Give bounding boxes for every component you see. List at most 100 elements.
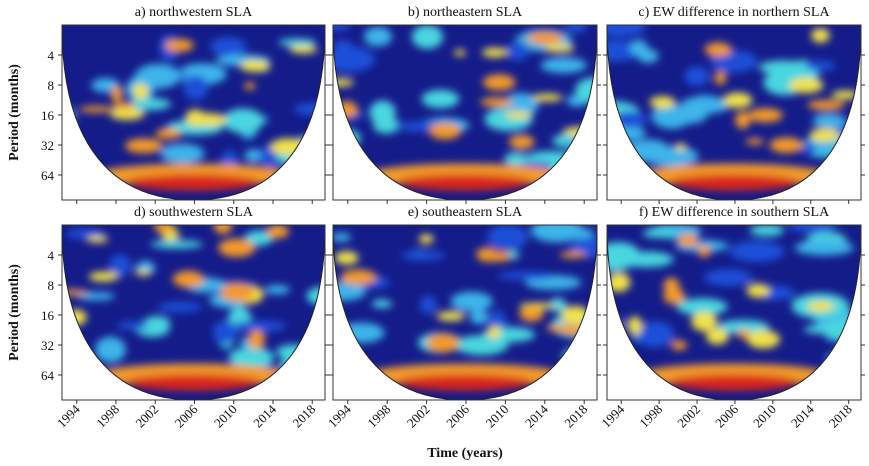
blob bbox=[675, 143, 687, 151]
blob bbox=[716, 320, 770, 334]
x-tick-label: 2006 bbox=[172, 401, 201, 430]
blob bbox=[670, 374, 798, 391]
panel-frame bbox=[332, 224, 598, 401]
blob bbox=[794, 239, 854, 256]
y-tick-label: 16 bbox=[41, 308, 55, 323]
x-tick-label: 2014 bbox=[250, 401, 279, 430]
blob bbox=[607, 162, 623, 183]
blob bbox=[519, 306, 544, 322]
blob bbox=[487, 225, 529, 250]
blob bbox=[497, 271, 552, 280]
x-axis-label: Time (years) bbox=[427, 446, 503, 461]
blob bbox=[244, 82, 256, 90]
blob bbox=[809, 128, 840, 142]
panel-title: c) EW difference in northern SLA bbox=[638, 5, 830, 20]
x-tick-label: 2018 bbox=[561, 402, 590, 431]
blob bbox=[125, 138, 163, 154]
blob bbox=[676, 298, 728, 316]
blob bbox=[642, 228, 676, 238]
blob bbox=[746, 283, 770, 298]
blob bbox=[549, 297, 567, 313]
y-tick-label: 4 bbox=[48, 248, 55, 263]
blob bbox=[88, 271, 119, 282]
blob bbox=[340, 269, 377, 285]
blob bbox=[666, 104, 708, 125]
blob bbox=[426, 333, 460, 353]
blob bbox=[278, 38, 316, 47]
blob bbox=[248, 329, 265, 350]
power-field bbox=[62, 225, 325, 400]
blob bbox=[714, 71, 727, 85]
blob bbox=[213, 320, 237, 345]
x-tick-label: 2014 bbox=[522, 401, 551, 430]
blob bbox=[505, 111, 532, 119]
blob bbox=[364, 26, 393, 47]
blob bbox=[333, 25, 352, 31]
blob bbox=[769, 137, 804, 153]
blob bbox=[127, 374, 260, 391]
blob bbox=[218, 238, 256, 257]
blob bbox=[160, 143, 205, 164]
blob bbox=[266, 225, 289, 239]
panel-title: b) northeastern SLA bbox=[408, 5, 523, 20]
blob bbox=[109, 254, 132, 277]
y-axis-label: Period (months) bbox=[7, 64, 22, 161]
blob bbox=[213, 225, 233, 235]
blob bbox=[625, 139, 671, 163]
blob bbox=[487, 325, 501, 339]
x-tick-label: 2010 bbox=[211, 402, 240, 431]
power-blobs bbox=[62, 225, 325, 391]
power-field bbox=[62, 25, 325, 200]
blob bbox=[684, 66, 710, 87]
blob bbox=[127, 97, 171, 111]
blob bbox=[165, 38, 194, 52]
blob bbox=[95, 336, 126, 363]
blob bbox=[509, 134, 535, 150]
blob bbox=[552, 132, 597, 149]
blob bbox=[244, 149, 264, 163]
power-field bbox=[607, 225, 861, 400]
blob bbox=[399, 174, 531, 191]
blob bbox=[691, 311, 718, 332]
blob bbox=[748, 108, 783, 123]
blob bbox=[418, 234, 434, 244]
blob bbox=[289, 45, 318, 54]
blob bbox=[746, 330, 781, 349]
blob bbox=[157, 302, 203, 312]
blob bbox=[607, 272, 631, 292]
blob bbox=[112, 102, 136, 110]
y-tick-label: 8 bbox=[48, 278, 55, 293]
blob bbox=[670, 174, 798, 191]
blob bbox=[153, 225, 175, 233]
blob bbox=[805, 60, 836, 71]
x-tick-label: 2018 bbox=[289, 402, 318, 431]
blob bbox=[736, 329, 751, 339]
blob bbox=[421, 89, 460, 109]
blob bbox=[697, 244, 711, 258]
x-tick-label: 2002 bbox=[132, 402, 161, 431]
blob bbox=[150, 240, 203, 249]
x-tick-label: 2010 bbox=[483, 402, 512, 431]
blob bbox=[429, 123, 462, 140]
blob bbox=[749, 225, 785, 237]
x-tick-label: 2002 bbox=[404, 402, 433, 431]
panel-frame bbox=[606, 24, 862, 201]
blob bbox=[127, 174, 260, 191]
blob bbox=[86, 236, 109, 243]
x-tick-label: 1994 bbox=[325, 401, 354, 430]
panel-title: a) northwestern SLA bbox=[135, 5, 253, 20]
x-tick-label: 2006 bbox=[443, 401, 472, 430]
blob bbox=[419, 295, 437, 314]
blob bbox=[807, 99, 845, 111]
panel-frame bbox=[61, 224, 326, 401]
blob bbox=[222, 108, 264, 133]
blob bbox=[507, 41, 529, 61]
x-tick-label: 1998 bbox=[364, 402, 393, 431]
y-tick-label: 64 bbox=[41, 168, 55, 183]
x-tick-label: 1998 bbox=[93, 402, 122, 431]
blob bbox=[454, 49, 466, 57]
y-tick-label: 32 bbox=[41, 338, 54, 353]
power-field bbox=[333, 225, 597, 400]
y-tick-label: 16 bbox=[41, 108, 55, 123]
x-tick-label: 2010 bbox=[750, 402, 779, 431]
